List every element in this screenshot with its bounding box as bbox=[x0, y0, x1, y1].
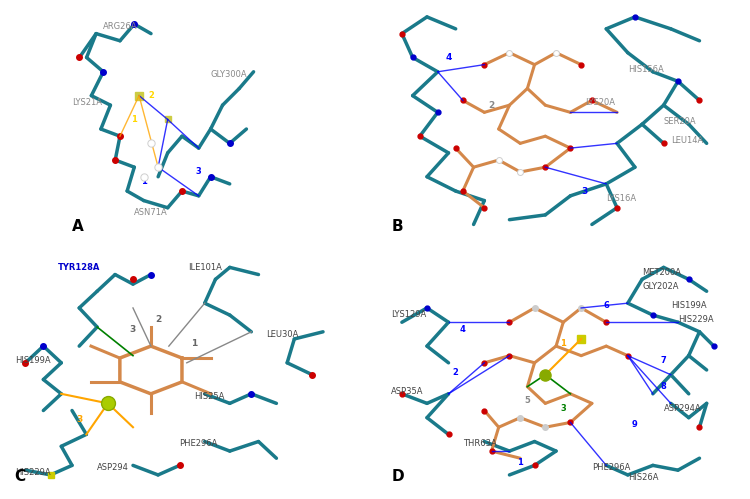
Text: C: C bbox=[15, 470, 26, 485]
Text: ASP35A: ASP35A bbox=[392, 387, 424, 396]
Text: LYS21A: LYS21A bbox=[72, 98, 102, 107]
Text: HIS199A: HIS199A bbox=[15, 356, 50, 365]
Text: GLY300A: GLY300A bbox=[211, 69, 248, 78]
Text: GLY202A: GLY202A bbox=[642, 282, 679, 291]
Text: ILE101A: ILE101A bbox=[188, 263, 222, 272]
Text: 1: 1 bbox=[131, 115, 137, 124]
Text: 2: 2 bbox=[488, 101, 495, 110]
Text: 3: 3 bbox=[76, 416, 82, 425]
Text: 3: 3 bbox=[196, 168, 202, 177]
Text: LYS16A: LYS16A bbox=[606, 194, 637, 203]
Text: PHE296A: PHE296A bbox=[592, 463, 630, 472]
Text: THR63A: THR63A bbox=[463, 439, 496, 448]
Text: 2: 2 bbox=[453, 368, 458, 377]
Text: D: D bbox=[392, 470, 404, 485]
Text: ARG26A: ARG26A bbox=[104, 22, 138, 31]
Text: HIS229A: HIS229A bbox=[15, 468, 50, 477]
Text: SER20A: SER20A bbox=[664, 117, 696, 126]
Text: 8: 8 bbox=[661, 382, 667, 391]
Text: LEU30A: LEU30A bbox=[266, 329, 298, 338]
Text: 9: 9 bbox=[632, 420, 638, 429]
Text: ASN71A: ASN71A bbox=[134, 208, 168, 217]
Text: TYR128A: TYR128A bbox=[58, 263, 100, 272]
Text: 1: 1 bbox=[190, 339, 197, 348]
Text: 3: 3 bbox=[130, 325, 136, 334]
Text: 1: 1 bbox=[518, 459, 524, 468]
Text: 4: 4 bbox=[446, 53, 452, 62]
Text: A: A bbox=[72, 219, 84, 234]
Text: HIS26A: HIS26A bbox=[628, 473, 658, 482]
Text: 2: 2 bbox=[148, 91, 154, 100]
Text: 2: 2 bbox=[155, 315, 161, 324]
Text: HIS199A: HIS199A bbox=[670, 301, 706, 310]
Text: HIS229A: HIS229A bbox=[678, 315, 713, 324]
Text: 3: 3 bbox=[581, 187, 588, 196]
Text: 1: 1 bbox=[560, 339, 566, 348]
Text: 3: 3 bbox=[560, 404, 566, 413]
Text: 7: 7 bbox=[661, 356, 667, 365]
Text: 4: 4 bbox=[460, 325, 466, 334]
Text: LEU14A: LEU14A bbox=[670, 136, 703, 145]
Text: ASP294A: ASP294A bbox=[664, 404, 701, 413]
Text: PHE296A: PHE296A bbox=[179, 439, 218, 448]
Text: HIS156A: HIS156A bbox=[628, 65, 664, 74]
Text: 6: 6 bbox=[603, 301, 609, 310]
Text: LYS129A: LYS129A bbox=[392, 310, 427, 319]
Text: ASP294: ASP294 bbox=[98, 463, 129, 472]
Text: HIS25A: HIS25A bbox=[194, 392, 224, 401]
Text: B: B bbox=[392, 219, 403, 234]
Text: 5: 5 bbox=[524, 396, 530, 405]
Text: 1: 1 bbox=[141, 177, 147, 186]
Text: LYS20A: LYS20A bbox=[585, 98, 615, 107]
Text: MET200A: MET200A bbox=[642, 267, 681, 276]
